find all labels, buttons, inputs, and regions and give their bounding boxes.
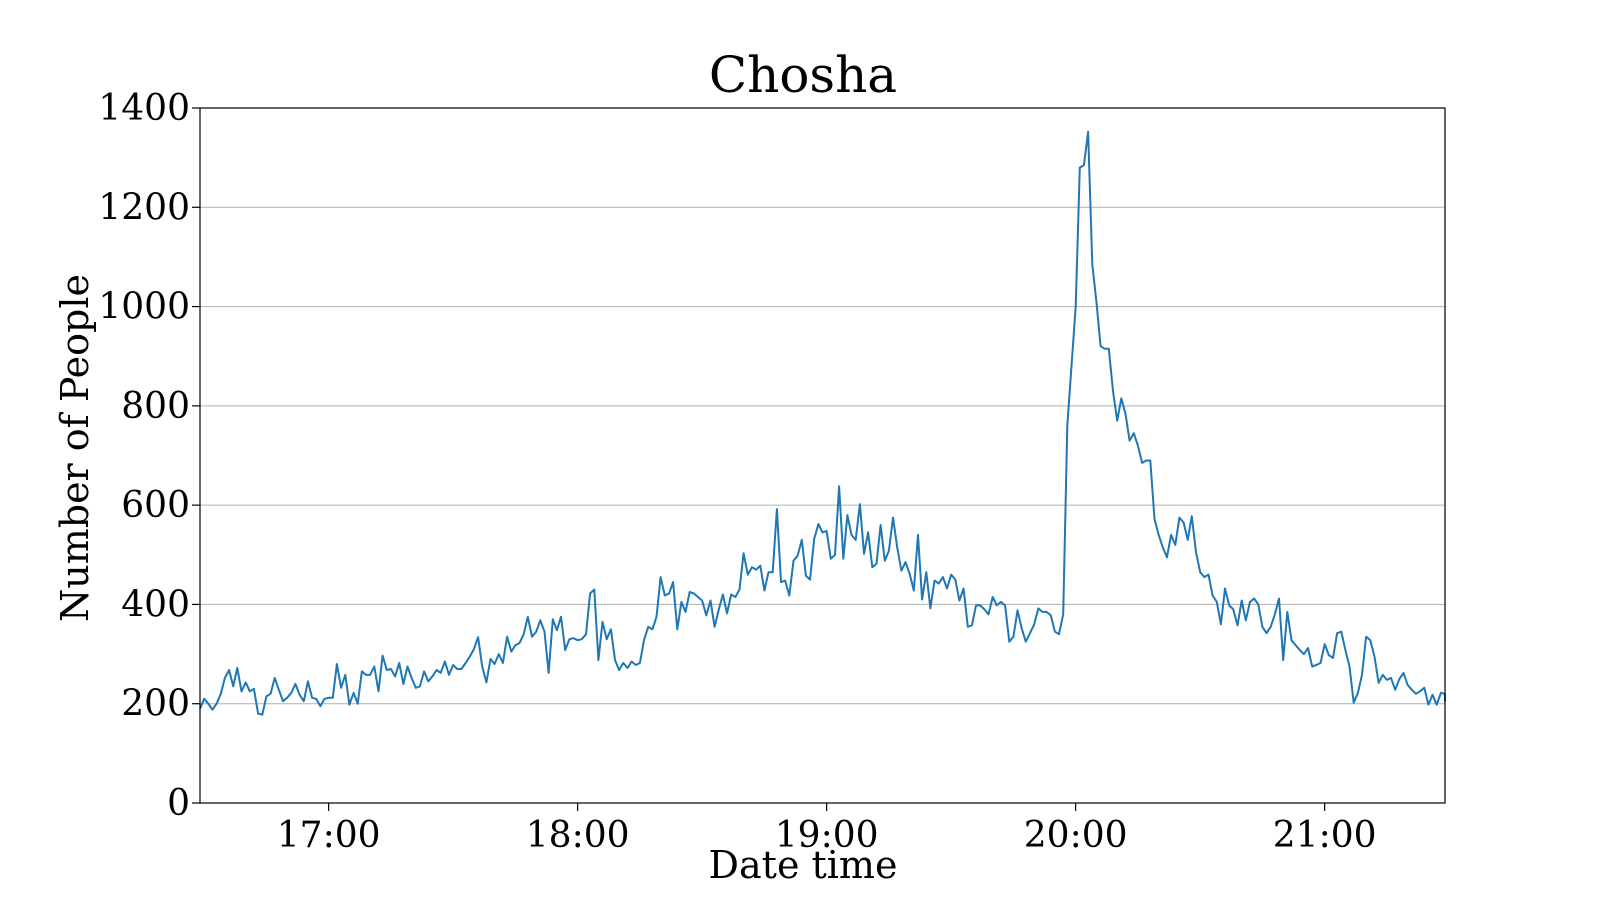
y-tick-label: 600	[121, 485, 190, 526]
y-tick-label: 1200	[98, 187, 190, 228]
y-tick-label: 1400	[98, 88, 190, 129]
series-layer	[199, 130, 1446, 716]
y-tick-label: 400	[121, 584, 190, 625]
x-tick-label: 18:00	[526, 815, 630, 856]
x-axis-label: Date time	[709, 843, 898, 887]
y-tick-label: 1000	[98, 287, 190, 328]
y-axis-label: Number of People	[53, 274, 97, 622]
x-tick-label: 20:00	[1024, 815, 1128, 856]
grid-lines	[200, 206, 1445, 705]
y-axis: 0 200 400 600 800 1000 1200 1400	[98, 88, 200, 824]
x-tick-label: 21:00	[1273, 815, 1377, 856]
x-tick-label: 17:00	[277, 815, 381, 856]
y-tick-label: 800	[121, 386, 190, 427]
x-tick-label: 19:00	[775, 815, 879, 856]
y-tick-label: 200	[121, 684, 190, 725]
y-tick-label: 0	[167, 783, 190, 824]
series-line-0	[199, 130, 1446, 716]
plot-frame	[199, 107, 1446, 804]
x-axis: 17:00 18:00 19:00 20:00 21:00	[277, 803, 1377, 856]
chart-title: Chosha	[709, 46, 897, 104]
